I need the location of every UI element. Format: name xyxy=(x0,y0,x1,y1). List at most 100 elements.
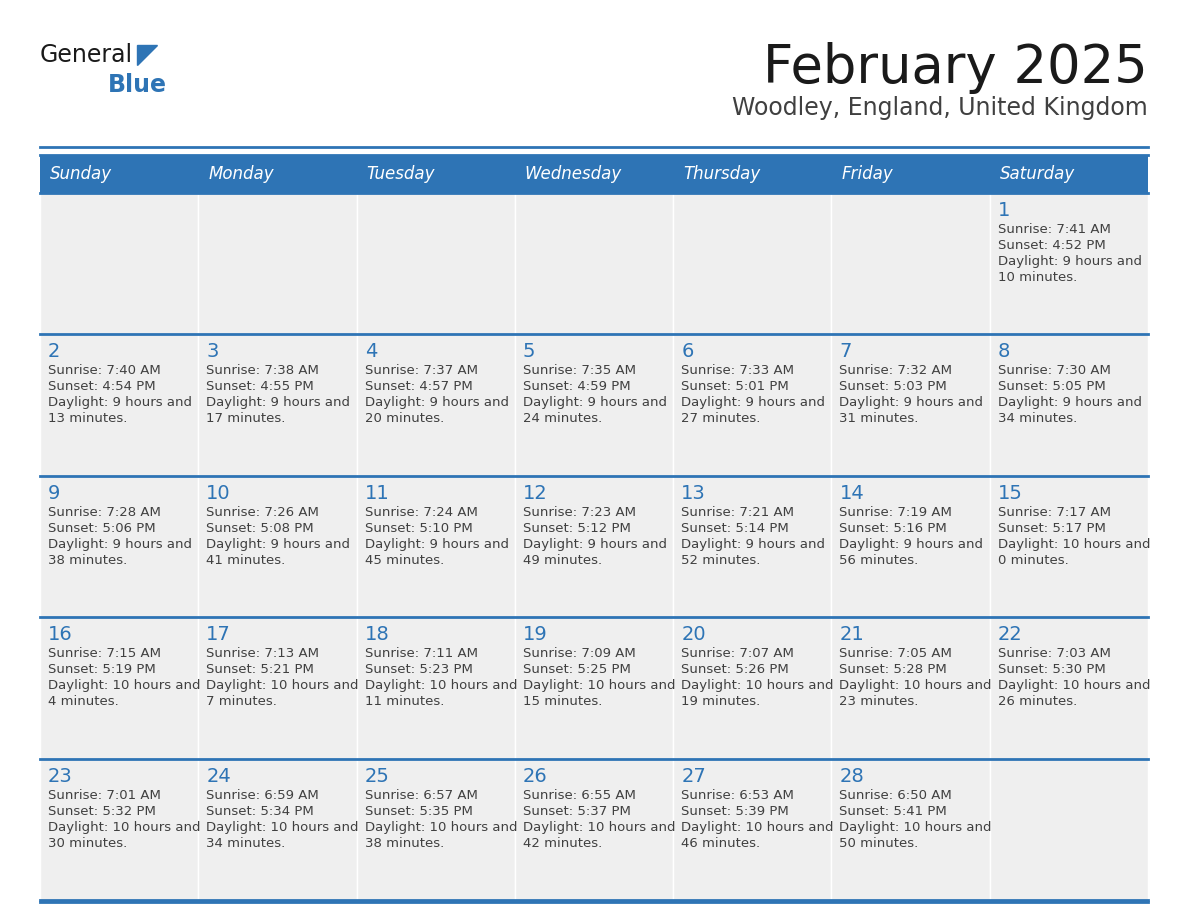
Text: Daylight: 9 hours and: Daylight: 9 hours and xyxy=(840,397,984,409)
Text: Sunset: 5:30 PM: Sunset: 5:30 PM xyxy=(998,663,1106,677)
Text: Sunset: 5:28 PM: Sunset: 5:28 PM xyxy=(840,663,947,677)
Text: 23 minutes.: 23 minutes. xyxy=(840,695,918,708)
Text: Sunset: 5:26 PM: Sunset: 5:26 PM xyxy=(681,663,789,677)
Text: 4: 4 xyxy=(365,342,377,362)
Bar xyxy=(674,758,832,900)
Text: 41 minutes.: 41 minutes. xyxy=(207,554,285,566)
Bar xyxy=(990,617,1148,758)
Text: 30 minutes.: 30 minutes. xyxy=(48,836,127,849)
Bar xyxy=(198,758,356,900)
Text: Daylight: 10 hours and: Daylight: 10 hours and xyxy=(681,679,834,692)
Text: 13: 13 xyxy=(681,484,706,503)
Text: Sunrise: 7:41 AM: Sunrise: 7:41 AM xyxy=(998,223,1111,236)
Text: 15 minutes.: 15 minutes. xyxy=(523,695,602,708)
Text: Sunrise: 7:37 AM: Sunrise: 7:37 AM xyxy=(365,364,478,377)
Text: Sunrise: 6:57 AM: Sunrise: 6:57 AM xyxy=(365,789,478,801)
Text: 21: 21 xyxy=(840,625,864,644)
Text: 17 minutes.: 17 minutes. xyxy=(207,412,285,425)
Bar xyxy=(832,155,990,193)
Text: Sunset: 5:17 PM: Sunset: 5:17 PM xyxy=(998,521,1106,535)
Text: 52 minutes.: 52 minutes. xyxy=(681,554,760,566)
Text: Sunrise: 7:33 AM: Sunrise: 7:33 AM xyxy=(681,364,794,377)
Text: Sunset: 5:10 PM: Sunset: 5:10 PM xyxy=(365,521,473,535)
Text: 12: 12 xyxy=(523,484,548,503)
Text: Daylight: 9 hours and: Daylight: 9 hours and xyxy=(207,538,350,551)
Bar xyxy=(198,193,356,334)
Bar xyxy=(514,193,674,334)
Text: Daylight: 9 hours and: Daylight: 9 hours and xyxy=(523,397,666,409)
Text: Friday: Friday xyxy=(841,165,893,183)
Text: 4 minutes.: 4 minutes. xyxy=(48,695,119,708)
Bar xyxy=(832,476,990,617)
Text: 26: 26 xyxy=(523,767,548,786)
Text: Daylight: 9 hours and: Daylight: 9 hours and xyxy=(523,538,666,551)
Text: 28: 28 xyxy=(840,767,864,786)
Text: 16: 16 xyxy=(48,625,72,644)
Bar xyxy=(40,193,198,334)
Text: 6: 6 xyxy=(681,342,694,362)
Text: Sunrise: 7:30 AM: Sunrise: 7:30 AM xyxy=(998,364,1111,377)
Text: Sunset: 5:12 PM: Sunset: 5:12 PM xyxy=(523,521,631,535)
Text: Sunrise: 7:26 AM: Sunrise: 7:26 AM xyxy=(207,506,320,519)
Text: Daylight: 10 hours and: Daylight: 10 hours and xyxy=(365,679,517,692)
Text: Sunrise: 7:01 AM: Sunrise: 7:01 AM xyxy=(48,789,160,801)
Bar xyxy=(198,334,356,476)
Text: Daylight: 9 hours and: Daylight: 9 hours and xyxy=(840,538,984,551)
Text: Sunrise: 7:05 AM: Sunrise: 7:05 AM xyxy=(840,647,953,660)
Text: 38 minutes.: 38 minutes. xyxy=(365,836,444,849)
Text: Sunset: 4:52 PM: Sunset: 4:52 PM xyxy=(998,239,1106,252)
Text: Sunrise: 7:24 AM: Sunrise: 7:24 AM xyxy=(365,506,478,519)
Text: Sunrise: 7:11 AM: Sunrise: 7:11 AM xyxy=(365,647,478,660)
Text: Sunset: 4:54 PM: Sunset: 4:54 PM xyxy=(48,380,156,394)
Text: 13 minutes.: 13 minutes. xyxy=(48,412,127,425)
Text: Sunset: 4:59 PM: Sunset: 4:59 PM xyxy=(523,380,631,394)
Text: 10: 10 xyxy=(207,484,230,503)
Text: Daylight: 9 hours and: Daylight: 9 hours and xyxy=(998,255,1142,268)
Text: Sunset: 5:35 PM: Sunset: 5:35 PM xyxy=(365,804,473,818)
Text: Sunrise: 6:59 AM: Sunrise: 6:59 AM xyxy=(207,789,320,801)
Text: 0 minutes.: 0 minutes. xyxy=(998,554,1068,566)
Text: 45 minutes.: 45 minutes. xyxy=(365,554,444,566)
Text: 38 minutes.: 38 minutes. xyxy=(48,554,127,566)
Text: Woodley, England, United Kingdom: Woodley, England, United Kingdom xyxy=(732,96,1148,120)
Bar xyxy=(674,155,832,193)
Text: Sunset: 5:14 PM: Sunset: 5:14 PM xyxy=(681,521,789,535)
Text: Sunrise: 7:15 AM: Sunrise: 7:15 AM xyxy=(48,647,162,660)
Text: 20: 20 xyxy=(681,625,706,644)
Bar xyxy=(514,476,674,617)
Text: Daylight: 10 hours and: Daylight: 10 hours and xyxy=(48,821,201,834)
Bar xyxy=(514,334,674,476)
Text: Sunset: 5:25 PM: Sunset: 5:25 PM xyxy=(523,663,631,677)
Text: Sunset: 5:03 PM: Sunset: 5:03 PM xyxy=(840,380,947,394)
Bar xyxy=(990,193,1148,334)
Bar xyxy=(674,334,832,476)
Text: Sunset: 5:21 PM: Sunset: 5:21 PM xyxy=(207,663,314,677)
Text: Sunrise: 7:19 AM: Sunrise: 7:19 AM xyxy=(840,506,953,519)
Text: 2: 2 xyxy=(48,342,61,362)
Polygon shape xyxy=(137,45,157,65)
Bar xyxy=(832,758,990,900)
Text: Sunrise: 6:55 AM: Sunrise: 6:55 AM xyxy=(523,789,636,801)
Text: Daylight: 9 hours and: Daylight: 9 hours and xyxy=(48,538,192,551)
Text: 34 minutes.: 34 minutes. xyxy=(998,412,1078,425)
Text: 11 minutes.: 11 minutes. xyxy=(365,695,444,708)
Text: Sunset: 5:37 PM: Sunset: 5:37 PM xyxy=(523,804,631,818)
Text: Daylight: 9 hours and: Daylight: 9 hours and xyxy=(681,538,826,551)
Bar xyxy=(514,758,674,900)
Text: Sunset: 5:32 PM: Sunset: 5:32 PM xyxy=(48,804,156,818)
Text: Sunrise: 7:23 AM: Sunrise: 7:23 AM xyxy=(523,506,636,519)
Text: Sunset: 5:06 PM: Sunset: 5:06 PM xyxy=(48,521,156,535)
Text: 1: 1 xyxy=(998,201,1010,220)
Text: 3: 3 xyxy=(207,342,219,362)
Text: Sunset: 5:19 PM: Sunset: 5:19 PM xyxy=(48,663,156,677)
Text: Sunset: 5:34 PM: Sunset: 5:34 PM xyxy=(207,804,314,818)
Text: Daylight: 9 hours and: Daylight: 9 hours and xyxy=(998,397,1142,409)
Text: Monday: Monday xyxy=(208,165,274,183)
Text: Daylight: 10 hours and: Daylight: 10 hours and xyxy=(681,821,834,834)
Bar xyxy=(832,334,990,476)
Bar xyxy=(356,476,514,617)
Bar xyxy=(40,758,198,900)
Bar xyxy=(40,617,198,758)
Text: 24 minutes.: 24 minutes. xyxy=(523,412,602,425)
Text: Sunrise: 7:32 AM: Sunrise: 7:32 AM xyxy=(840,364,953,377)
